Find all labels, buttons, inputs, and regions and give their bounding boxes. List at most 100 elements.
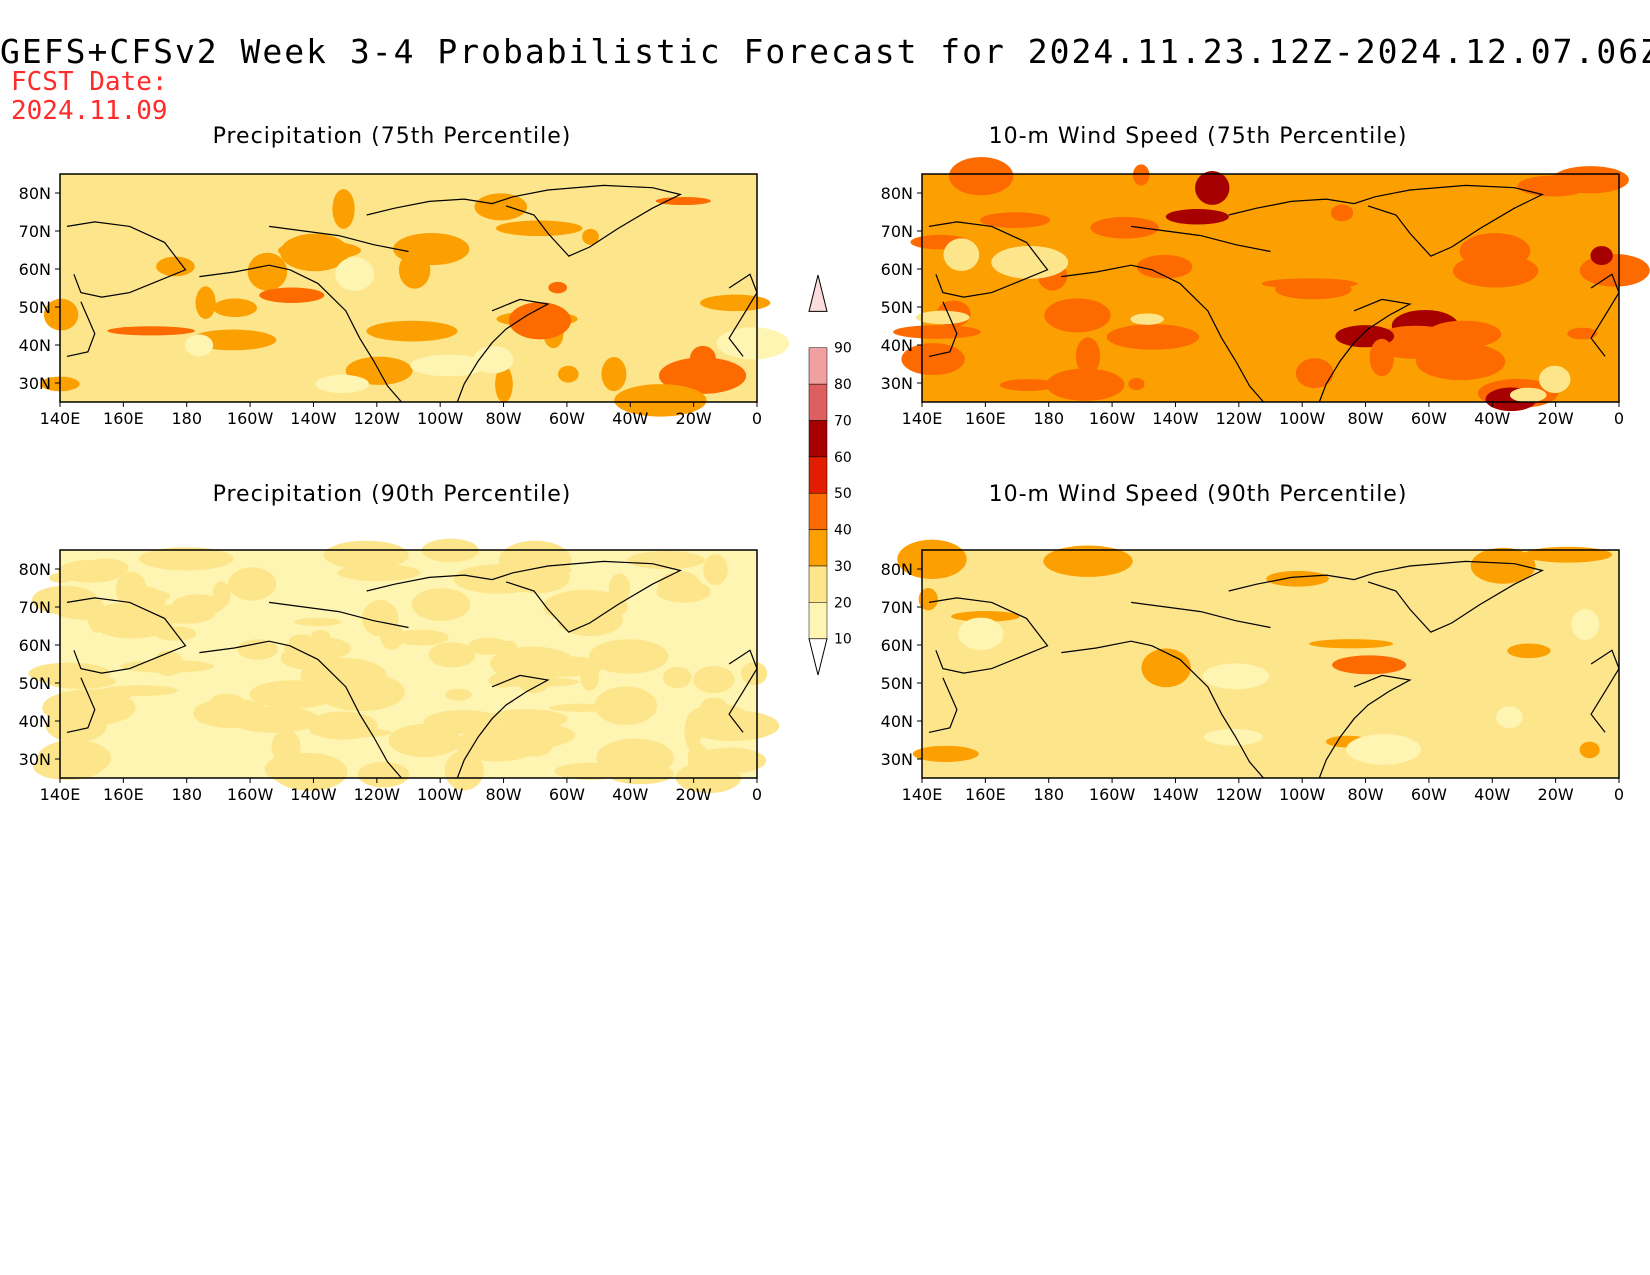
x-tick-label: 180: [171, 409, 202, 428]
field-contour: [1128, 377, 1145, 391]
field-contour: [901, 343, 965, 376]
field-contour: [185, 334, 214, 357]
field-contour: [154, 626, 197, 641]
field-contour: [1132, 164, 1150, 186]
forecast-field-wind75: [893, 157, 1650, 412]
field-contour: [247, 252, 288, 291]
x-tick-label: 100W: [417, 409, 464, 428]
field-contour: [1044, 298, 1111, 333]
coastline: [66, 677, 96, 733]
x-tick-label: 80W: [1347, 785, 1383, 804]
field-contour: [999, 379, 1057, 391]
field-contour: [315, 374, 369, 394]
field-contour: [357, 761, 410, 788]
field-contour: [49, 572, 73, 583]
x-tick-label: 40W: [1474, 409, 1510, 428]
y-tick-label: 60N: [881, 636, 913, 655]
x-tick-label: 120W: [354, 785, 401, 804]
panel-title-wind75: 10-m Wind Speed (75th Percentile): [988, 124, 1408, 149]
field-contour: [33, 754, 103, 780]
y-tick-label: 60N: [19, 260, 51, 279]
field-contour: [474, 193, 528, 221]
field-contour: [601, 356, 627, 392]
coastline: [366, 184, 683, 257]
field-contour: [411, 588, 471, 621]
y-tick-label: 40N: [19, 712, 51, 731]
map-frame: [921, 549, 1620, 779]
x-tick-label: 60W: [1411, 409, 1447, 428]
map-frame: [921, 173, 1620, 403]
x-tick-label: 60W: [1411, 785, 1447, 804]
x-tick-label: 80W: [1347, 409, 1383, 428]
x-tick-label: 160W: [1089, 785, 1136, 804]
field-contour: [259, 287, 325, 303]
field-contour: [1165, 209, 1229, 225]
y-tick-label: 50N: [881, 674, 913, 693]
field-contour: [1266, 570, 1329, 587]
field-contour: [991, 245, 1069, 279]
field-contour: [380, 621, 404, 650]
field-contour: [1332, 655, 1407, 675]
colorbar-label: 30: [834, 559, 852, 575]
x-tick-label: 100W: [1279, 785, 1326, 804]
coastline: [66, 301, 96, 357]
field-contour: [1309, 639, 1394, 649]
x-tick-label: 140E: [902, 785, 943, 804]
colorbar-label: 10: [834, 632, 852, 648]
x-tick-label: 0: [752, 409, 762, 428]
x-tick-label: 20W: [1538, 785, 1574, 804]
y-tick-label: 80N: [19, 560, 51, 579]
forecast-date: FCST Date: 2024.11.09: [11, 68, 168, 126]
coastline: [269, 601, 409, 629]
field-contour: [1452, 254, 1539, 288]
x-tick-label: 160E: [965, 785, 1006, 804]
field-contour: [1261, 278, 1358, 289]
field-contour: [596, 738, 674, 778]
field-contour: [557, 365, 579, 383]
forecast-field-wind90: [897, 539, 1619, 778]
x-tick-label: 80W: [485, 785, 521, 804]
map-frame: [59, 173, 758, 403]
y-tick-label: 70N: [881, 598, 913, 617]
coastline: [728, 273, 758, 357]
y-tick-label: 30N: [19, 750, 51, 769]
coastline: [456, 298, 550, 403]
panel-title-wind90: 10-m Wind Speed (90th Percentile): [988, 482, 1408, 507]
field-contour: [1369, 338, 1394, 377]
colorbar-label: 60: [834, 450, 852, 466]
x-tick-label: 120W: [1216, 409, 1263, 428]
field-contour: [488, 677, 580, 687]
field-contour: [588, 639, 669, 674]
field-contour: [1509, 387, 1547, 403]
x-tick-label: 160E: [103, 785, 144, 804]
x-tick-label: 0: [1614, 785, 1624, 804]
x-tick-label: 180: [1033, 785, 1064, 804]
field-contour: [688, 704, 749, 732]
x-tick-label: 140E: [902, 409, 943, 428]
field-contour: [918, 588, 938, 611]
field-contour: [107, 326, 195, 336]
field-contour: [1539, 365, 1571, 393]
field-contour: [893, 325, 981, 339]
field-contour: [323, 540, 409, 570]
field-background: [60, 174, 757, 402]
coastline: [1228, 560, 1545, 633]
field-contour: [193, 698, 270, 729]
field-contour: [948, 157, 1014, 196]
x-tick-label: 20W: [676, 785, 712, 804]
x-tick-label: 40W: [1474, 785, 1510, 804]
coastline: [66, 597, 187, 674]
field-contour: [693, 665, 735, 694]
colorbar-bin: [808, 529, 828, 567]
colorbar-bin: [808, 347, 828, 385]
field-contour: [317, 712, 363, 738]
field-contour: [398, 251, 431, 289]
field-contour: [84, 558, 129, 578]
field-contour: [45, 674, 117, 689]
field-contour: [556, 603, 623, 637]
coastline: [1228, 184, 1545, 257]
field-contour: [43, 298, 79, 331]
field-contour: [410, 354, 487, 377]
x-tick-label: 160W: [1089, 409, 1136, 428]
